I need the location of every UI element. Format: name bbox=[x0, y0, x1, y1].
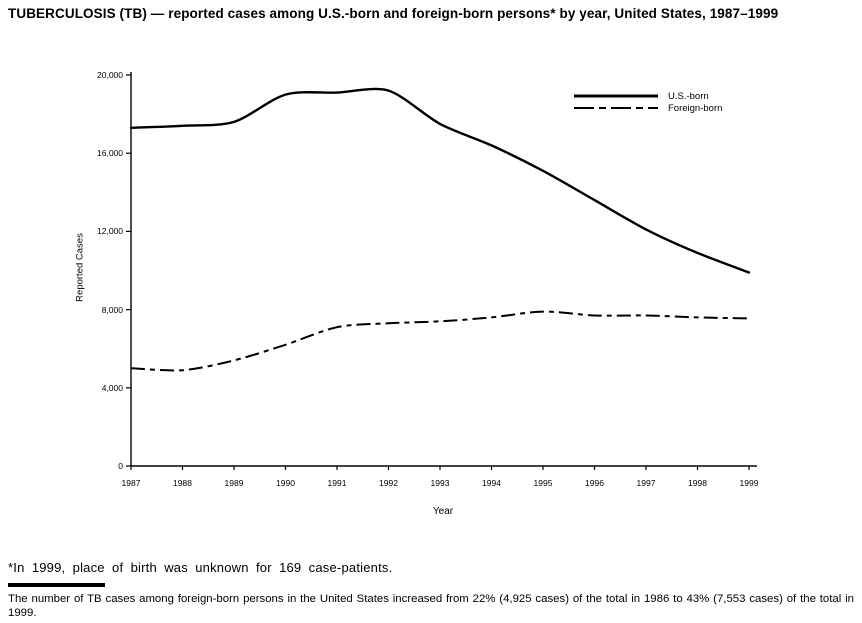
us-born-line bbox=[129, 87, 751, 274]
y-axis-label: Reported Cases bbox=[74, 233, 86, 302]
legend-label-us-born: U.S.-born bbox=[668, 90, 709, 102]
legend-item-us-born: U.S.-born bbox=[572, 90, 722, 102]
legend-item-foreign-born: Foreign-born bbox=[572, 102, 722, 114]
chart-title: TUBERCULOSIS (TB) — reported cases among… bbox=[8, 6, 779, 21]
x-axis-label: Year bbox=[432, 506, 454, 517]
legend-label-foreign-born: Foreign-born bbox=[668, 102, 723, 114]
bottom-note: The number of TB cases among foreign-bor… bbox=[8, 593, 854, 619]
foreign-born-line-sample bbox=[574, 107, 658, 109]
foreign-born-line bbox=[130, 310, 750, 372]
footnote: *In 1999, place of birth was unknown for… bbox=[8, 560, 393, 575]
legend: U.S.-born Foreign-born bbox=[572, 90, 722, 114]
us-born-line-sample bbox=[574, 94, 658, 98]
divider-bar bbox=[8, 583, 105, 587]
axes bbox=[126, 72, 757, 470]
